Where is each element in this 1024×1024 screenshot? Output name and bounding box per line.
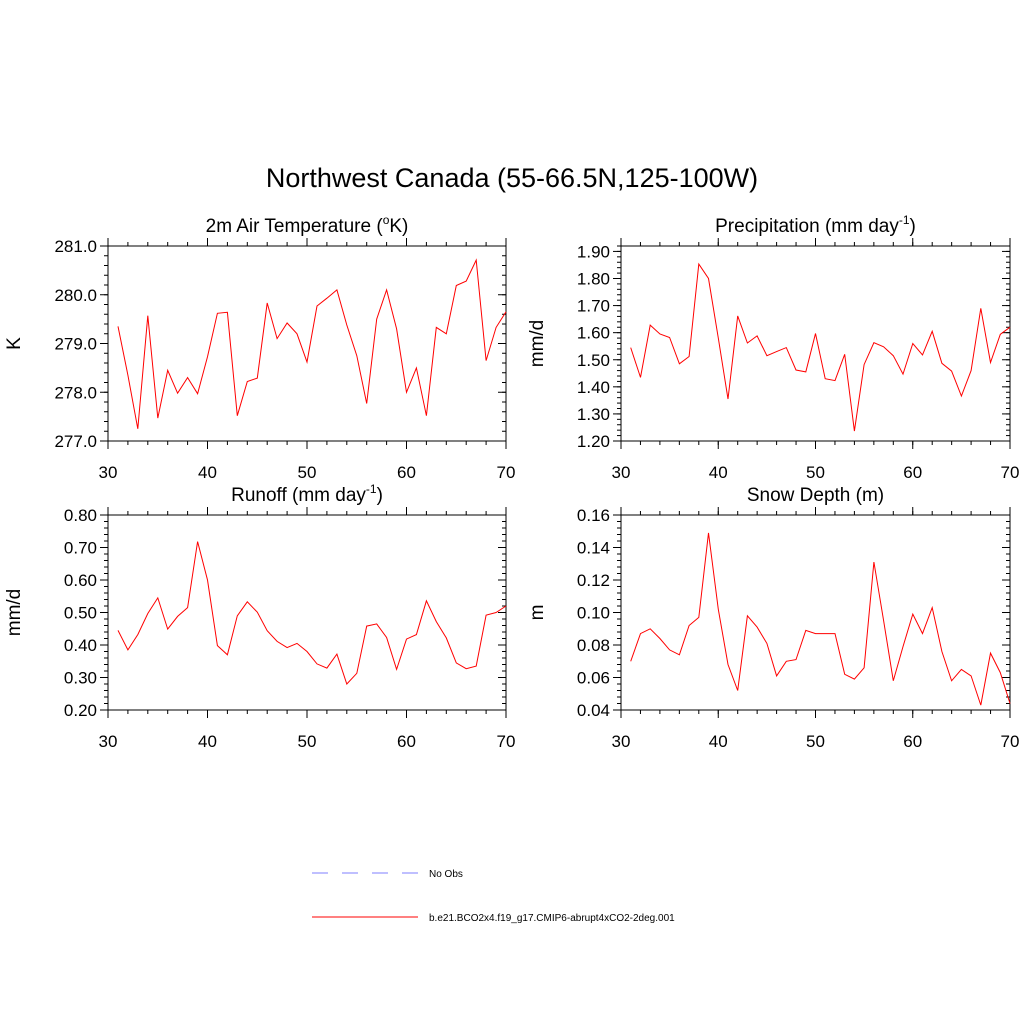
y-tick-label: 1.30 [577,405,610,424]
y-tick-label: 0.12 [577,571,610,590]
y-tick-label: 0.08 [577,636,610,655]
y-tick-label: 0.04 [577,701,610,720]
subplot-title: 2m Air Temperature (oK) [206,213,409,237]
x-tick-label: 60 [903,732,922,751]
figure-title: Northwest Canada (55-66.5N,125-100W) [265,163,759,193]
subplot-title: Snow Depth (m) [747,485,884,506]
y-tick-label: 277.0 [54,432,97,451]
x-tick-label: 50 [298,463,317,482]
plot-frame [620,245,1011,442]
y-axis-label: K [4,337,25,350]
y-tick-label: 280.0 [54,286,97,305]
y-tick-label: 1.80 [577,270,610,289]
y-tick-label: 0.40 [64,636,97,655]
y-axis-label: mm/d [4,589,25,637]
y-tick-label: 278.0 [54,383,97,402]
x-tick-label: 70 [497,463,516,482]
chart-panel-1: 277.0 278.0 279.0 280.0 281.0 30 40 50 60 70 2m Ai… [4,213,515,482]
x-tick-label: 50 [806,732,825,751]
series-line [117,258,507,429]
x-tick-label: 30 [99,463,118,482]
y-tick-label: 0.06 [577,669,610,688]
x-tick-label: 60 [903,463,922,482]
subplot-title: Precipitation (mm day-1) [715,213,916,237]
subplot-title: Runoff (mm day-1) [231,482,383,506]
series-line [117,541,507,685]
series-line [630,532,1011,706]
x-tick-label: 60 [397,732,416,751]
y-tick-label: 0.20 [64,701,97,720]
x-tick-label: 30 [612,463,631,482]
y-tick-label: 0.30 [64,669,97,688]
y-tick-label: 1.20 [577,432,610,451]
plot-frame [107,245,507,442]
legend: No Obs b.e21.BCO2x4.f19_g17.CMIP6-abrupt… [312,869,675,924]
y-tick-label: 0.16 [577,506,610,525]
y-axis-label: m [527,605,548,621]
x-tick-label: 50 [298,732,317,751]
x-tick-label: 40 [198,463,217,482]
y-tick-label: 0.80 [64,506,97,525]
x-tick-label: 50 [806,463,825,482]
y-axis-label: mm/d [527,320,548,368]
plot-frame [107,514,507,711]
x-tick-label: 40 [198,732,217,751]
legend-no-obs-label: No Obs [429,869,463,880]
y-tick-label: 0.60 [64,571,97,590]
x-tick-label: 30 [612,732,631,751]
y-tick-label: 0.50 [64,604,97,623]
y-tick-label: 1.60 [577,324,610,343]
legend-model-label: b.e21.BCO2x4.f19_g17.CMIP6-abrupt4xCO2-2… [429,913,675,924]
y-tick-label: 1.40 [577,378,610,397]
x-tick-label: 40 [709,463,728,482]
y-tick-label: 281.0 [54,237,97,256]
x-tick-label: 70 [1001,732,1020,751]
chart-panel-2: 1.20 1.30 1.40 1.50 1.60 1.70 1.80 1.90 30 40 50 60… [527,213,1019,482]
x-tick-label: 70 [497,732,516,751]
x-tick-label: 40 [709,732,728,751]
chart-panel-3: 0.20 0.30 0.40 0.50 0.60 0.70 0.80 30 40 50 60 70 Ru… [4,482,515,751]
y-tick-label: 1.50 [577,351,610,370]
chart-panel-4: 0.04 0.06 0.08 0.10 0.12 0.14 0.16 30 40 50 60 70 Sn… [527,485,1019,751]
x-tick-label: 30 [99,732,118,751]
y-tick-label: 1.90 [577,242,610,261]
series-line [630,262,1011,432]
y-tick-label: 279.0 [54,335,97,354]
y-tick-label: 1.70 [577,297,610,316]
x-tick-label: 60 [397,463,416,482]
y-tick-label: 0.70 [64,539,97,558]
y-tick-label: 0.14 [577,539,610,558]
x-tick-label: 70 [1001,463,1020,482]
y-tick-label: 0.10 [577,604,610,623]
